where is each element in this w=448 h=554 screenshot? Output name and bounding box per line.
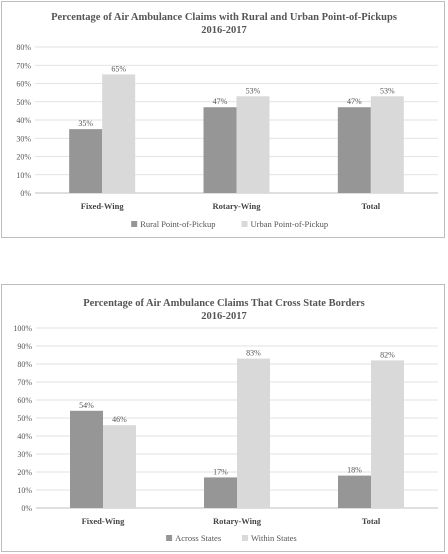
data-label: 17% [213, 467, 228, 476]
legend-label: Within States [251, 533, 297, 543]
chart-subtitle: 2016-2017 [201, 25, 247, 36]
x-category-label: Fixed-Wing [82, 516, 126, 526]
y-tick-label: 80% [16, 43, 31, 52]
data-label: 47% [213, 97, 228, 106]
y-tick-label: 40% [16, 116, 31, 125]
data-label: 53% [380, 86, 395, 95]
x-category-label: Total [362, 516, 381, 526]
chart-panel-rural-urban: Percentage of Air Ambulance Claims with … [1, 1, 445, 238]
y-tick-label: 70% [17, 378, 32, 387]
bar-rural-point-of-pickup-fixed-wing [69, 129, 103, 193]
y-tick-label: 60% [16, 80, 31, 89]
bar-rural-point-of-pickup-rotary-wing [203, 107, 237, 193]
bar-within-states-fixed-wing [103, 425, 136, 508]
data-label: 83% [246, 349, 261, 358]
y-tick-label: 60% [17, 396, 32, 405]
legend-label: Rural Point-of-Pickup [140, 219, 215, 229]
bar-within-states-total [371, 360, 404, 508]
y-tick-label: 30% [16, 134, 31, 143]
data-label: 47% [347, 97, 362, 106]
bar-urban-point-of-pickup-total [370, 96, 404, 193]
chart-title: Percentage of Air Ambulance Claims with … [51, 12, 397, 23]
y-tick-label: 0% [21, 504, 32, 513]
data-label: 53% [246, 86, 261, 95]
y-tick-label: 70% [16, 61, 31, 70]
y-tick-label: 50% [16, 98, 31, 107]
bar-urban-point-of-pickup-fixed-wing [102, 74, 136, 193]
legend: Rural Point-of-Pickup Urban Point-of-Pick… [131, 219, 328, 229]
legend-label: Urban Point-of-Pickup [251, 219, 329, 229]
legend-swatch [166, 535, 173, 541]
legend-swatch [131, 221, 138, 227]
data-label: 18% [347, 466, 362, 475]
y-tick-label: 20% [16, 153, 31, 162]
y-tick-label: 0% [20, 189, 31, 198]
data-label: 35% [78, 119, 93, 128]
data-label: 65% [111, 64, 126, 73]
data-label: 82% [380, 350, 395, 359]
y-tick-label: 30% [17, 450, 32, 459]
chart-rural-urban: Percentage of Air Ambulance Claims with … [16, 12, 438, 229]
y-tick-label: 20% [17, 468, 32, 477]
legend-swatch [241, 221, 248, 227]
chart-panel-cross-state: Percentage of Air Ambulance Claims That … [1, 284, 445, 552]
y-tick-label: 90% [17, 342, 32, 351]
bar-across-states-rotary-wing [204, 477, 237, 508]
chart-cross-state: Percentage of Air Ambulance Claims That … [13, 298, 438, 543]
chart-subtitle: 2016-2017 [201, 311, 247, 322]
legend-swatch [242, 535, 248, 541]
x-category-label: Rotary-Wing [213, 516, 262, 526]
data-label: 46% [112, 415, 127, 424]
x-category-label: Fixed-Wing [81, 201, 125, 211]
bar-across-states-fixed-wing [70, 410, 103, 508]
legend: Across States Within States [166, 533, 297, 543]
legend-label: Across States [175, 533, 221, 543]
y-tick-label: 10% [17, 486, 32, 495]
bar-across-states-total [338, 475, 371, 508]
y-tick-label: 80% [17, 360, 32, 369]
x-category-label: Rotary-Wing [212, 201, 261, 211]
bar-urban-point-of-pickup-rotary-wing [236, 96, 270, 193]
x-category-label: Total [362, 201, 381, 211]
y-tick-label: 100% [13, 324, 32, 333]
data-label: 54% [79, 401, 94, 410]
y-tick-label: 10% [16, 171, 31, 180]
chart-title: Percentage of Air Ambulance Claims That … [83, 298, 365, 309]
bar-within-states-rotary-wing [237, 358, 270, 508]
bar-rural-point-of-pickup-total [337, 107, 371, 193]
y-tick-label: 50% [17, 414, 32, 423]
y-tick-label: 40% [17, 432, 32, 441]
